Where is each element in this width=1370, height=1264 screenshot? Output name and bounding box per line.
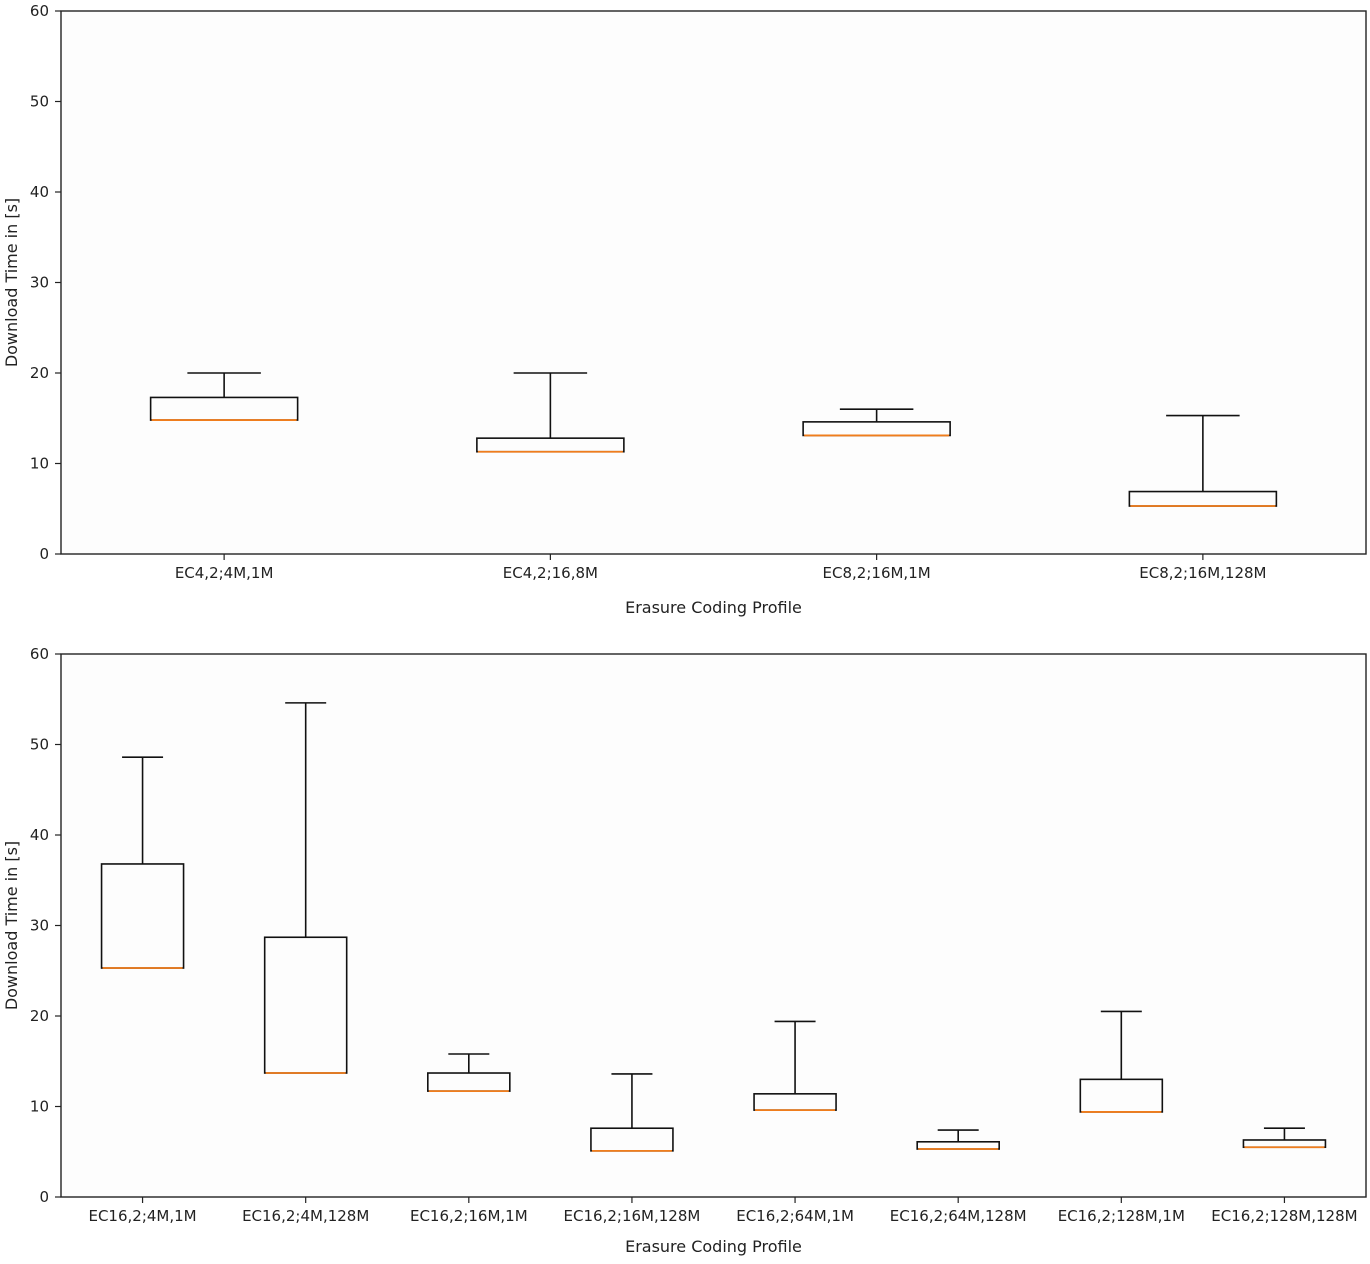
y-tick-label: 0	[39, 1188, 49, 1206]
y-tick-label: 60	[30, 645, 49, 663]
y-tick-label: 40	[30, 183, 49, 201]
x-tick-label: EC16,2;4M,1M	[88, 1207, 196, 1225]
box-plot-3	[1128, 414, 1278, 507]
y-tick-label: 30	[30, 274, 49, 292]
x-tick-label: EC16,2;64M,1M	[736, 1207, 854, 1225]
box-plot-7	[1242, 1127, 1327, 1149]
x-tick-label: EC16,2;128M,1M	[1058, 1207, 1185, 1225]
box-plot-5	[916, 1129, 1000, 1150]
box-plot-1	[476, 372, 625, 453]
y-tick-label: 50	[30, 736, 49, 754]
x-tick-label: EC8,2;16M,1M	[823, 564, 931, 582]
box-plot-1	[263, 702, 348, 1074]
x-tick-label: EC4,2;4M,1M	[175, 564, 274, 582]
plot-area-frame	[60, 10, 1367, 555]
box-plot-2	[802, 408, 951, 437]
box-plot-0	[100, 756, 185, 969]
y-tick-label: 30	[30, 917, 49, 935]
x-axis-label: Erasure Coding Profile	[625, 598, 802, 617]
x-tick-label: EC4,2;16,8M	[503, 564, 598, 582]
y-tick-label: 10	[30, 455, 49, 473]
top-box-plot-panel: 0 10 20 30 40 50 60 EC4,2;4M,1M EC4,2;16,8M EC8,2…	[2, 2, 1367, 617]
box-plot-6	[1079, 1010, 1164, 1113]
y-tick-label: 10	[30, 1098, 49, 1116]
box-plot-2	[427, 1053, 511, 1093]
x-tick-label: EC16,2;64M,128M	[890, 1207, 1027, 1225]
y-tick-label: 50	[30, 93, 49, 111]
y-axis-label: Download Time in [s]	[2, 841, 21, 1010]
x-tick-label: EC16,2;16M,128M	[564, 1207, 701, 1225]
box-plot-0	[149, 372, 299, 421]
x-tick-label: EC16,2;4M,128M	[242, 1207, 369, 1225]
bottom-box-plot-panel: 0 10 20 30 40 50 60 EC16,2;4M,1M EC16,2;4M,128M E…	[2, 645, 1367, 1256]
box-plot-4	[753, 1020, 837, 1112]
y-axis-label: Download Time in [s]	[2, 198, 21, 367]
y-tick-label: 60	[30, 2, 49, 20]
box-plot-3	[590, 1073, 674, 1152]
plot-area-frame	[60, 653, 1367, 1198]
x-tick-label: EC16,2;16M,1M	[410, 1207, 528, 1225]
x-axis-label: Erasure Coding Profile	[625, 1237, 802, 1256]
y-tick-label: 20	[30, 364, 49, 382]
x-tick-label: EC8,2;16M,128M	[1139, 564, 1266, 582]
y-tick-label: 0	[39, 545, 49, 563]
x-tick-label: EC16,2;128M,128M	[1211, 1207, 1357, 1225]
y-tick-label: 40	[30, 826, 49, 844]
y-tick-label: 20	[30, 1007, 49, 1025]
